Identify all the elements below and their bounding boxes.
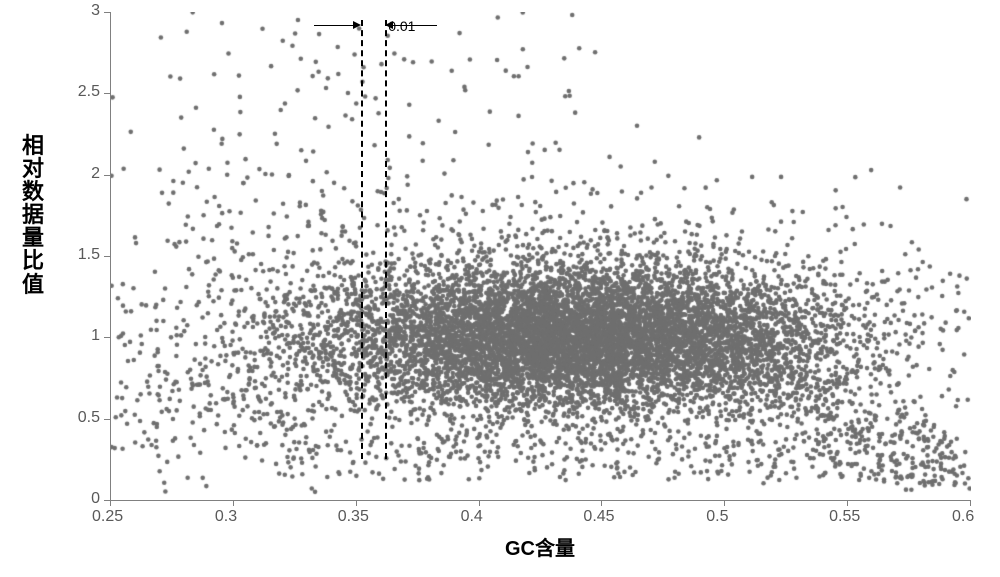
y-tick-label: 2 — [91, 165, 100, 183]
y-tick-mark — [104, 12, 110, 13]
x-tick-label: 0.25 — [92, 508, 123, 526]
y-tick-label: 1.5 — [78, 246, 100, 264]
y-tick-label: 2.5 — [78, 83, 100, 101]
x-tick-mark — [601, 500, 602, 506]
scatter-chart: 相对数据量比值 GC含量 0.01 00.511.522.530.250.30.… — [0, 0, 1000, 577]
arrow-left-line — [314, 25, 355, 26]
x-tick-mark — [724, 500, 725, 506]
x-tick-mark — [110, 500, 111, 506]
dashed-line-1 — [361, 20, 363, 459]
y-tick-mark — [104, 419, 110, 420]
x-tick-mark — [970, 500, 971, 506]
x-tick-label: 0.5 — [706, 508, 728, 526]
arrow-right-head — [385, 21, 393, 29]
x-tick-mark — [847, 500, 848, 506]
x-tick-label: 0.35 — [338, 508, 369, 526]
x-tick-mark — [479, 500, 480, 506]
y-tick-label: 0 — [91, 490, 100, 508]
y-tick-label: 0.5 — [78, 409, 100, 427]
y-tick-mark — [104, 337, 110, 338]
y-tick-mark — [104, 93, 110, 94]
x-tick-label: 0.45 — [583, 508, 614, 526]
x-axis-label: GC含量 — [505, 532, 575, 561]
dashed-line-2 — [385, 20, 387, 459]
y-axis-label: 相对数据量比值 — [22, 134, 44, 296]
y-tick-mark — [104, 256, 110, 257]
y-tick-label: 1 — [91, 327, 100, 345]
x-tick-label: 0.6 — [952, 508, 974, 526]
scatter-canvas — [111, 12, 971, 500]
arrow-left-head — [353, 21, 361, 29]
arrow-right-line — [391, 25, 437, 26]
y-tick-mark — [104, 175, 110, 176]
y-tick-label: 3 — [91, 2, 100, 20]
x-tick-mark — [233, 500, 234, 506]
plot-area — [110, 12, 971, 501]
x-tick-label: 0.3 — [215, 508, 237, 526]
x-tick-label: 0.55 — [829, 508, 860, 526]
x-tick-label: 0.4 — [461, 508, 483, 526]
x-tick-mark — [356, 500, 357, 506]
